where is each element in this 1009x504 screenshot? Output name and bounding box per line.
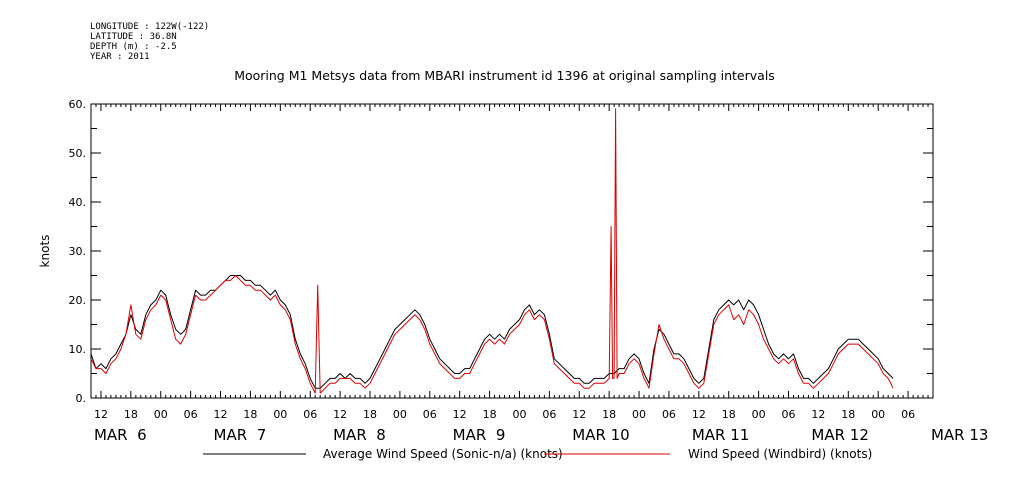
plot-border — [90, 103, 934, 399]
x-hour-label: 12 — [811, 408, 825, 421]
x-hour-label: 18 — [124, 408, 138, 421]
meta-latitude: LATITUDE : 36.8N — [90, 32, 177, 42]
y-tick-label: 30. — [69, 245, 87, 258]
y-tick-label: 10. — [69, 343, 87, 356]
x-day-label: MAR 12 — [811, 426, 868, 444]
x-hour-label: 12 — [94, 408, 108, 421]
x-hour-label: 12 — [453, 408, 467, 421]
chart-title: Mooring M1 Metsys data from MBARI instru… — [234, 68, 775, 83]
y-tick-label: 20. — [69, 294, 87, 307]
x-hour-label: 06 — [184, 408, 198, 421]
y-axis-label: knots — [38, 235, 52, 268]
x-hour-label: 06 — [901, 408, 915, 421]
x-day-label: MAR 13 — [931, 426, 988, 444]
x-hour-label: 00 — [393, 408, 407, 421]
x-hour-label: 00 — [632, 408, 646, 421]
y-axis: 0. 10. 20. 30. 40. 50. 60. knots — [38, 98, 933, 405]
x-hour-label: 18 — [363, 408, 377, 421]
x-hour-label: 00 — [154, 408, 168, 421]
x-day-label: MAR 6 — [94, 426, 147, 444]
x-day-label: MAR 11 — [692, 426, 749, 444]
series-line-average-sonic — [90, 275, 894, 389]
y-tick-label: 60. — [69, 98, 87, 111]
x-hour-label: 12 — [572, 408, 586, 421]
y-tick-label: 0. — [76, 392, 87, 405]
x-hour-label: 00 — [871, 408, 885, 421]
legend: Average Wind Speed (Sonic-n/a) (knots) Wi… — [203, 447, 872, 461]
x-hour-label: 00 — [752, 408, 766, 421]
meta-depth: DEPTH (m) : -2.5 — [90, 42, 177, 52]
x-hour-label: 12 — [214, 408, 228, 421]
series-line-windbird — [90, 108, 894, 394]
legend-label: Average Wind Speed (Sonic-n/a) (knots) — [323, 447, 563, 461]
x-hour-label: 18 — [483, 408, 497, 421]
x-hour-label: 06 — [423, 408, 437, 421]
x-hour-label: 00 — [512, 408, 526, 421]
plot-frame — [90, 103, 934, 399]
y-tick-label: 40. — [69, 196, 87, 209]
x-hour-label: 06 — [542, 408, 556, 421]
x-day-label: MAR 7 — [214, 426, 267, 444]
x-hour-label: 06 — [662, 408, 676, 421]
x-day-label: MAR 8 — [333, 426, 386, 444]
series-lines — [90, 108, 894, 394]
x-hour-label: 12 — [333, 408, 347, 421]
y-tick-label: 50. — [69, 147, 87, 160]
x-hour-label: 18 — [243, 408, 257, 421]
x-hour-label: 06 — [303, 408, 317, 421]
x-day-label: MAR 9 — [453, 426, 506, 444]
meta-longitude: LONGITUDE : 122W(-122) — [90, 22, 210, 32]
x-hour-label: 18 — [602, 408, 616, 421]
legend-label: Wind Speed (Windbird) (knots) — [688, 447, 872, 461]
x-day-label: MAR 10 — [572, 426, 629, 444]
metadata-block: LONGITUDE : 122W(-122) LATITUDE : 36.8N … — [90, 22, 209, 62]
x-axis: 12 18 00 06 12 18 00 06 12 18 00 06 12 18 00 06 12 18 00 06… — [90, 104, 988, 444]
meta-year: YEAR : 2011 — [90, 52, 150, 62]
x-hour-label: 18 — [841, 408, 855, 421]
x-hour-label: 18 — [722, 408, 736, 421]
x-hour-label: 06 — [782, 408, 796, 421]
x-hour-label: 12 — [692, 408, 706, 421]
x-hour-label: 00 — [273, 408, 287, 421]
